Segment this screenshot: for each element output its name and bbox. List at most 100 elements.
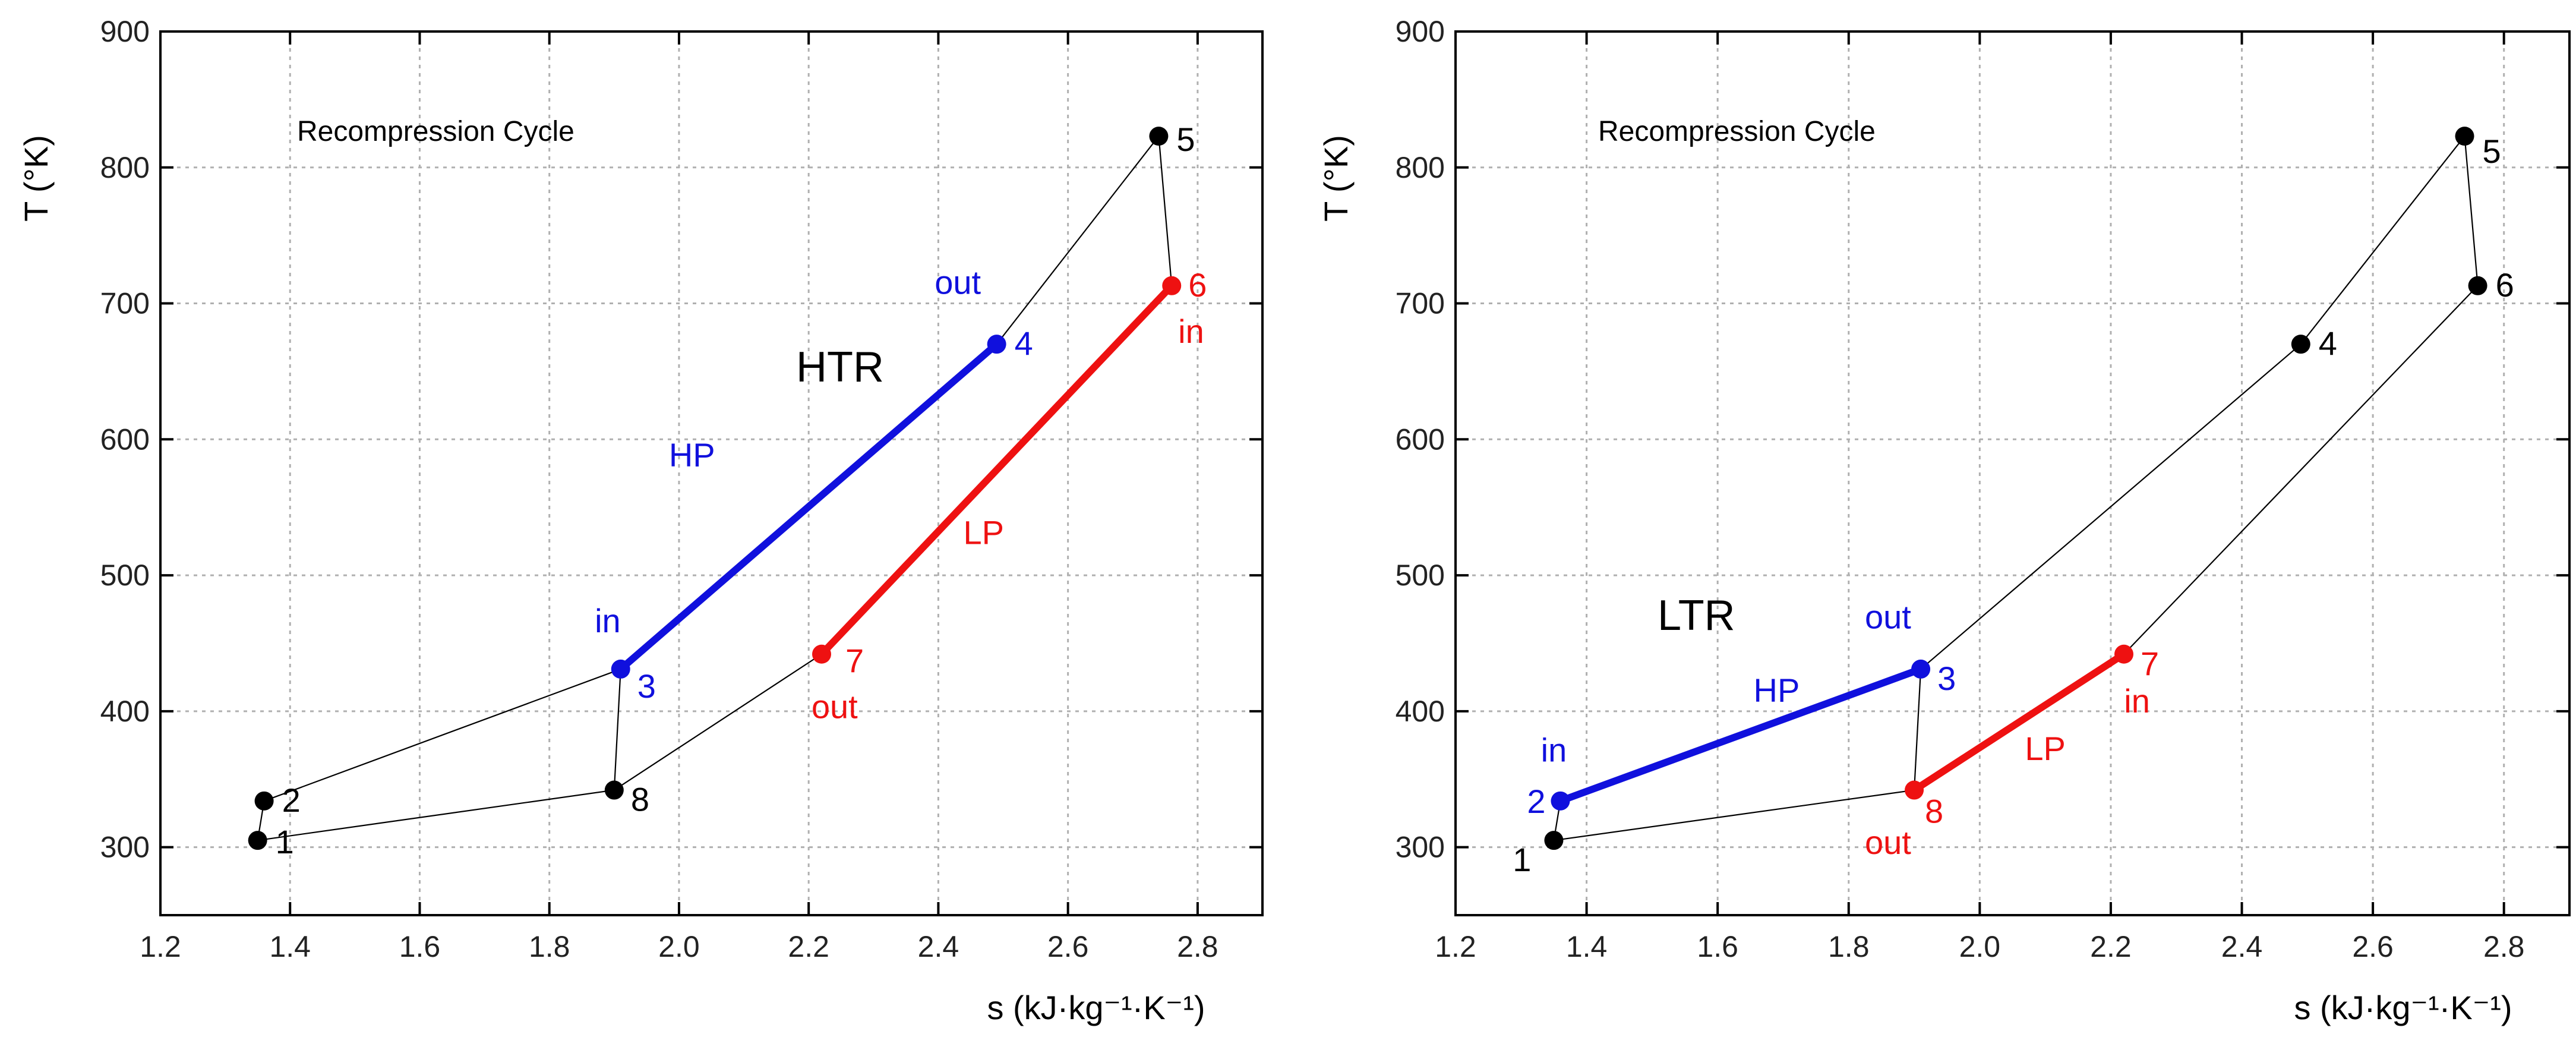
annotation-in: in (2124, 682, 2150, 720)
y-tick-label: 600 (100, 423, 150, 456)
state-point-label-2: 2 (1527, 783, 1545, 820)
x-tick-label: 2.6 (1047, 930, 1089, 963)
y-tick-label: 400 (1396, 695, 1445, 728)
state-point-7 (2114, 644, 2133, 664)
y-tick-label: 800 (1396, 151, 1445, 184)
state-point-label-6: 6 (2496, 266, 2514, 304)
stream-line-lp (818, 282, 1176, 658)
state-point-1 (248, 831, 267, 850)
state-point-8 (1905, 780, 1924, 800)
y-axis-title: T (°K) (1317, 135, 1355, 222)
y-tick-label: 300 (100, 831, 150, 864)
cycle-segment (614, 653, 822, 791)
x-axis-title: s (kJ·kg⁻¹·K⁻¹) (2294, 989, 2512, 1026)
x-tick-label: 1.8 (529, 930, 570, 963)
stream-line-hp (617, 341, 1000, 673)
y-tick-label: 500 (100, 559, 150, 592)
x-tick-label: 1.4 (269, 930, 311, 963)
state-point-1 (1544, 831, 1564, 850)
x-tick-label: 2.6 (2352, 930, 2394, 963)
annotation-in: in (595, 602, 621, 639)
y-axis-title: T (°K) (17, 135, 55, 222)
state-point-label-5: 5 (2483, 133, 2501, 170)
chart-title: Recompression Cycle (297, 116, 574, 147)
x-tick-label: 2.8 (2483, 930, 2525, 963)
annotation-lp: LP (2025, 730, 2066, 767)
x-tick-label: 2.4 (918, 930, 959, 963)
cycle-segment (2123, 285, 2479, 655)
state-point-label-3: 3 (637, 667, 656, 705)
x-tick-label: 1.8 (1828, 930, 1870, 963)
state-point-label-8: 8 (1925, 793, 1943, 830)
x-axis-title: s (kJ·kg⁻¹·K⁻¹) (987, 989, 1205, 1026)
state-point-label-8: 8 (631, 781, 649, 818)
cycle-segment (1158, 136, 1173, 286)
x-tick-label: 2.8 (1177, 930, 1218, 963)
x-tick-label: 2.2 (788, 930, 829, 963)
ltr-panel: 1.2 1.4 1.6 1.8 2.0 2.2 2.4 2.6 2.8 300 400 500 600 7… (1317, 15, 2571, 1026)
stream-line-lp (1911, 650, 2127, 794)
x-tick-label: 1.6 (399, 930, 441, 963)
annotation-in: in (1541, 731, 1567, 768)
annotation-hp: HP (1754, 672, 1800, 709)
exchanger-label: LTR (1658, 592, 1735, 639)
x-tick-label: 1.6 (1697, 930, 1738, 963)
state-point-4 (2291, 335, 2310, 354)
x-tick-label: 2.0 (1959, 930, 2001, 963)
annotation-out: out (1865, 824, 1911, 861)
cycle-segment (1554, 789, 1915, 841)
y-tick-label: 800 (100, 151, 150, 184)
state-point-5 (1149, 127, 1169, 146)
annotation-in: in (1178, 313, 1204, 350)
state-point-label-4: 4 (2319, 324, 2337, 362)
exchanger-label: HTR (796, 343, 884, 391)
plot-frame (1454, 30, 2571, 916)
annotation-out: out (1865, 598, 1911, 635)
cycle-segment (2300, 135, 2465, 345)
state-point-5 (2455, 127, 2474, 146)
state-point-7 (812, 644, 831, 664)
state-point-label-1: 1 (1513, 841, 1531, 878)
y-tick-label: 600 (1396, 423, 1445, 456)
y-tick-label: 900 (1396, 15, 1445, 48)
cycle-segment (2464, 136, 2479, 286)
state-point-label-3: 3 (1937, 660, 1956, 697)
state-point-6 (1162, 276, 1182, 295)
annotation-lp: LP (964, 513, 1005, 551)
x-tick-label: 2.4 (2221, 930, 2263, 963)
y-tick-label: 400 (100, 695, 150, 728)
y-tick-label: 500 (1396, 559, 1445, 592)
state-point-3 (1911, 659, 1931, 679)
cycle-segment (613, 669, 621, 790)
y-tick-label: 300 (1396, 831, 1445, 864)
cycle-segment (1920, 343, 2302, 670)
x-tick-label: 1.4 (1566, 930, 1608, 963)
x-tick-label: 1.2 (1435, 930, 1476, 963)
state-point-2 (254, 791, 274, 811)
chart-title: Recompression Cycle (1598, 116, 1876, 147)
state-point-4 (987, 335, 1006, 354)
state-point-label-1: 1 (276, 823, 294, 860)
y-tick-label: 700 (1396, 287, 1445, 320)
y-tick-label: 900 (100, 15, 150, 48)
state-point-label-7: 7 (2141, 645, 2159, 682)
state-point-label-6: 6 (1188, 266, 1207, 304)
cycle-segment (996, 135, 1160, 345)
x-tick-label: 2.0 (658, 930, 700, 963)
state-point-label-5: 5 (1176, 121, 1195, 158)
stream-line-hp (1557, 665, 1925, 805)
x-tick-label: 1.2 (140, 930, 181, 963)
state-point-label-4: 4 (1015, 324, 1033, 362)
cycle-segment (264, 668, 621, 802)
annotation-hp: HP (669, 436, 715, 474)
state-point-2 (1551, 791, 1570, 811)
state-point-6 (2468, 276, 2487, 295)
state-point-label-2: 2 (282, 781, 301, 819)
state-point-8 (604, 780, 624, 800)
state-point-3 (611, 659, 630, 679)
cycle-segment (257, 789, 614, 841)
annotation-out: out (812, 688, 858, 725)
htr-panel: 1.2 1.4 1.6 1.8 2.0 2.2 2.4 2.6 2.8 300 400 500 600 7… (17, 15, 1264, 1026)
state-point-label-7: 7 (845, 642, 864, 679)
